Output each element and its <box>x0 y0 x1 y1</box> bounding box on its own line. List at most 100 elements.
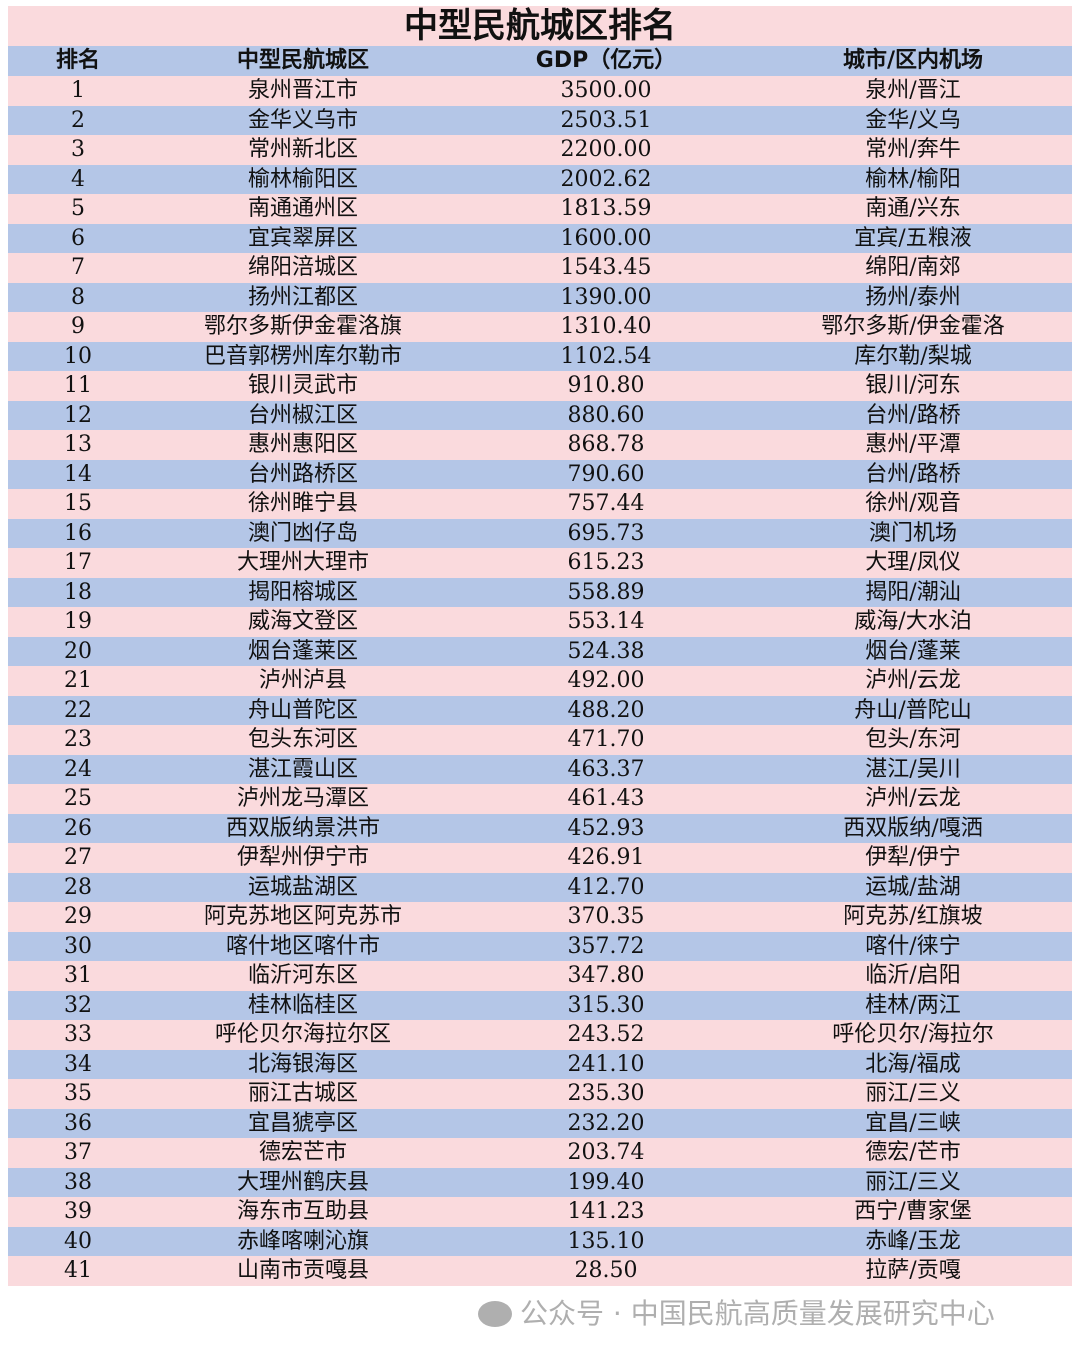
watermark: 公众号 · 中国民航高质量发展研究中心 <box>478 1296 995 1332</box>
cell-district: 伊犁州伊宁市 <box>236 845 369 870</box>
cell-gdp: 488.20 <box>567 697 645 723</box>
cell-gdp: 1390.00 <box>560 284 652 310</box>
cell-gdp: 315.30 <box>567 992 645 1018</box>
cell-rank: 29 <box>64 904 92 929</box>
watermark-text: 公众号 · 中国民航高质量发展研究中心 <box>520 1297 995 1330</box>
ranking-table: 中型民航城区排名 排名 中型民航城区 GDP（亿元） 城市/区内机场 1 泉州晋江… <box>8 6 1072 1286</box>
cell-gdp: 553.14 <box>567 609 645 634</box>
cell-district: 舟山普陀区 <box>247 697 358 723</box>
cell-airport: 宜昌/三峡 <box>865 1110 961 1136</box>
table-row: 33 呼伦贝尔海拉尔区 243.52 呼伦贝尔/海拉尔 <box>8 1020 1072 1050</box>
table-row: 20 烟台蓬莱区 524.38 烟台/蓬莱 <box>8 636 1072 666</box>
cell-rank: 8 <box>71 284 85 310</box>
cell-airport: 扬州/泰州 <box>865 284 961 310</box>
header-gdp: GDP（亿元） <box>535 48 677 73</box>
cell-district: 台州椒江区 <box>247 402 358 428</box>
cell-district: 西双版纳景洪市 <box>225 815 380 841</box>
cell-rank: 12 <box>64 402 92 428</box>
cell-rank: 24 <box>64 756 92 782</box>
table-row: 6 宜宾翠屏区 1600.00 宜宾/五粮液 <box>8 223 1072 253</box>
cell-airport: 澳门机场 <box>868 520 957 546</box>
cell-airport: 西宁/曹家堡 <box>854 1199 972 1224</box>
cell-airport: 绵阳/南郊 <box>865 255 961 280</box>
cell-district: 宜宾翠屏区 <box>247 225 358 251</box>
cell-district: 包头东河区 <box>247 727 358 752</box>
cell-gdp: 463.37 <box>567 756 645 782</box>
cell-airport: 金华/义乌 <box>865 107 961 133</box>
cell-rank: 21 <box>64 668 92 693</box>
header-row: 排名 中型民航城区 GDP（亿元） 城市/区内机场 <box>8 46 1072 76</box>
cell-airport: 阿克苏/红旗坡 <box>843 904 983 929</box>
cell-district: 大理州大理市 <box>236 550 369 575</box>
table-row: 38 大理州鹤庆县 199.40 丽江/三义 <box>8 1167 1072 1197</box>
cell-gdp: 757.44 <box>567 491 645 516</box>
wechat-icon <box>478 1301 512 1327</box>
cell-airport: 丽江/三义 <box>865 1081 961 1106</box>
cell-district: 揭阳榕城区 <box>247 579 358 605</box>
cell-airport: 宜宾/五粮液 <box>854 225 972 251</box>
cell-gdp: 141.23 <box>567 1199 645 1224</box>
cell-airport: 桂林/两江 <box>865 992 961 1018</box>
table-row: 21 泸州泸县 492.00 泸州/云龙 <box>8 666 1072 696</box>
table-row: 40 赤峰喀喇沁旗 135.10 赤峰/玉龙 <box>8 1226 1072 1256</box>
cell-rank: 25 <box>64 786 92 811</box>
cell-gdp: 412.70 <box>567 874 645 900</box>
table-body: 1 泉州晋江市 3500.00 泉州/晋江 2 金华义乌市 2503.51 金华/义乌 3 常州新… <box>8 76 1072 1286</box>
table-row: 32 桂林临桂区 315.30 桂林/两江 <box>8 990 1072 1020</box>
cell-district: 山南市贡嘎县 <box>236 1258 369 1283</box>
cell-gdp: 461.43 <box>567 786 645 811</box>
cell-district: 丽江古城区 <box>247 1081 358 1106</box>
cell-rank: 13 <box>64 432 92 457</box>
cell-rank: 27 <box>64 845 92 870</box>
cell-rank: 17 <box>64 550 92 575</box>
cell-gdp: 910.80 <box>567 373 645 398</box>
cell-district: 泸州泸县 <box>258 668 347 693</box>
table-row: 26 西双版纳景洪市 452.93 西双版纳/嘎洒 <box>8 813 1072 843</box>
cell-district: 喀什地区喀什市 <box>225 933 380 959</box>
cell-rank: 20 <box>64 638 92 664</box>
cell-airport: 喀什/徕宁 <box>865 933 961 959</box>
cell-airport: 惠州/平潭 <box>865 432 961 457</box>
table-row: 10 巴音郭楞州库尔勒市 1102.54 库尔勒/梨城 <box>8 341 1072 371</box>
cell-rank: 22 <box>64 697 92 723</box>
table-row: 3 常州新北区 2200.00 常州/奔牛 <box>8 135 1072 165</box>
cell-gdp: 1543.45 <box>560 255 652 280</box>
table-row: 4 榆林榆阳区 2002.62 榆林/榆阳 <box>8 164 1072 194</box>
cell-gdp: 868.78 <box>567 432 645 457</box>
cell-gdp: 1310.40 <box>560 314 652 339</box>
cell-gdp: 135.10 <box>567 1228 645 1254</box>
cell-district: 海东市互助县 <box>236 1199 369 1224</box>
cell-district: 泸州龙马潭区 <box>236 786 369 811</box>
table-row: 9 鄂尔多斯伊金霍洛旗 1310.40 鄂尔多斯/伊金霍洛 <box>8 312 1072 342</box>
cell-rank: 6 <box>71 225 85 251</box>
cell-district: 南通通州区 <box>247 196 358 221</box>
cell-airport: 西双版纳/嘎洒 <box>843 815 983 841</box>
cell-rank: 39 <box>64 1199 92 1224</box>
cell-airport: 舟山/普陀山 <box>854 697 972 723</box>
cell-gdp: 232.20 <box>567 1110 645 1136</box>
table-row: 39 海东市互助县 141.23 西宁/曹家堡 <box>8 1197 1072 1227</box>
cell-rank: 5 <box>71 196 85 221</box>
cell-gdp: 558.89 <box>567 579 645 605</box>
table-row: 8 扬州江都区 1390.00 扬州/泰州 <box>8 282 1072 312</box>
cell-district: 湛江霞山区 <box>247 756 358 782</box>
cell-airport: 榆林/榆阳 <box>865 166 961 192</box>
cell-rank: 3 <box>71 137 85 162</box>
cell-airport: 南通/兴东 <box>865 196 961 221</box>
cell-airport: 徐州/观音 <box>865 491 961 516</box>
cell-gdp: 243.52 <box>567 1022 645 1047</box>
cell-rank: 16 <box>64 520 92 546</box>
table-row: 36 宜昌猇亭区 232.20 宜昌/三峡 <box>8 1108 1072 1138</box>
cell-rank: 30 <box>64 933 92 959</box>
cell-district: 大理州鹤庆县 <box>236 1169 369 1195</box>
cell-rank: 23 <box>64 727 92 752</box>
cell-gdp: 28.50 <box>574 1258 638 1283</box>
cell-rank: 4 <box>71 166 85 192</box>
table-row: 24 湛江霞山区 463.37 湛江/吴川 <box>8 754 1072 784</box>
table-row: 12 台州椒江区 880.60 台州/路桥 <box>8 400 1072 430</box>
cell-gdp: 2002.62 <box>560 166 652 192</box>
cell-district: 桂林临桂区 <box>247 992 358 1018</box>
cell-gdp: 347.80 <box>567 963 645 988</box>
table-row: 16 澳门凼仔岛 695.73 澳门机场 <box>8 518 1072 548</box>
cell-airport: 大理/凤仪 <box>865 550 961 575</box>
